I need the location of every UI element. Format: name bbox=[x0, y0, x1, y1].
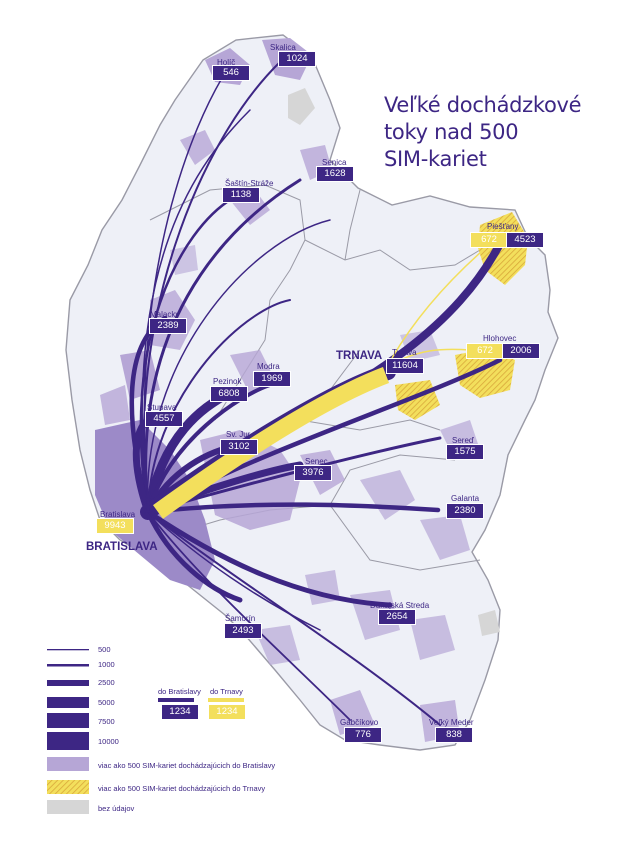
legend-width-5000: 5000 bbox=[98, 698, 115, 707]
legend-patch-trnava: viac ako 500 SIM-kariet dochádzajúcich d… bbox=[98, 784, 266, 793]
place-name-malacky: Malacky bbox=[150, 310, 180, 319]
value-malacky: 2389 bbox=[149, 318, 187, 334]
place-name-senica: Senica bbox=[322, 158, 347, 167]
no-data-areas bbox=[288, 88, 500, 636]
value-senica: 1628 bbox=[316, 166, 354, 182]
place-name-svjur: Sv. Jur bbox=[226, 430, 251, 439]
legend-width-1000: 1000 bbox=[98, 660, 115, 669]
legend-to-bratislava: do Bratislavy bbox=[158, 687, 201, 696]
place-name-sered: Sereď bbox=[452, 436, 474, 445]
legend-patch-bratislava: viac ako 500 SIM-kariet dochádzajúcich d… bbox=[98, 761, 276, 770]
place-name-gabcikovo: Gabčíkovo bbox=[340, 718, 379, 727]
legend-width-7500: 7500 bbox=[98, 717, 115, 726]
value-sered: 1575 bbox=[446, 444, 484, 460]
title-line-2: toky nad 500 bbox=[384, 120, 519, 144]
legend-patches bbox=[47, 757, 89, 814]
place-name-pezinok: Pezinok bbox=[213, 377, 242, 386]
value-piestany-trnava: 672 bbox=[470, 232, 508, 248]
value-dunajska: 2654 bbox=[378, 609, 416, 625]
place-name-senec: Senec bbox=[305, 457, 328, 466]
value-holic: 546 bbox=[212, 65, 250, 81]
value-gabcikovo: 776 bbox=[344, 727, 382, 743]
place-name-samorin: Šamorín bbox=[225, 614, 256, 623]
value-piestany: 4523 bbox=[506, 232, 544, 248]
place-name-dunajska: Dunajská Streda bbox=[370, 601, 430, 610]
value-samorin: 2493 bbox=[224, 623, 262, 639]
place-name-piestany: Piešťany bbox=[487, 222, 519, 231]
legend-widths bbox=[47, 649, 89, 750]
city-label-trnava: TRNAVA bbox=[336, 350, 383, 362]
legend-sample-bratislava: 1234 bbox=[161, 704, 199, 720]
city-label-bratislava: BRATISLAVA bbox=[86, 541, 158, 553]
place-name-velky: Veľký Meder bbox=[429, 718, 474, 727]
place-name-trnava: Trnava bbox=[392, 348, 417, 357]
legend-width-2500: 2500 bbox=[98, 678, 115, 687]
value-sastin: 1138 bbox=[222, 187, 260, 203]
legend-width-500: 500 bbox=[98, 645, 111, 654]
title-line-3: SIM-kariet bbox=[384, 147, 487, 171]
value-hlohovec-trnava: 672 bbox=[466, 343, 504, 359]
legend-color-keys bbox=[158, 698, 244, 702]
legend-to-trnava: do Trnavy bbox=[210, 687, 243, 696]
value-pezinok: 6808 bbox=[210, 386, 248, 402]
place-name-sastin: Šaštín-Stráže bbox=[225, 179, 274, 188]
place-name-galanta: Galanta bbox=[451, 494, 480, 503]
value-hlohovec: 2006 bbox=[502, 343, 540, 359]
title-line-1: Veľké dochádzkové bbox=[384, 93, 582, 117]
place-name-bratislava: Bratislava bbox=[100, 510, 136, 519]
place-name-modra: Modra bbox=[257, 362, 280, 371]
place-name-holic: Holíč bbox=[217, 58, 236, 67]
value-stupava: 4557 bbox=[145, 411, 183, 427]
value-velky: 838 bbox=[435, 727, 473, 743]
value-bratislava-trnava: 9943 bbox=[96, 518, 134, 534]
legend-patch-nodata: bez údajov bbox=[98, 804, 135, 813]
value-svjur: 3102 bbox=[220, 439, 258, 455]
value-trnava: 11604 bbox=[386, 358, 424, 374]
legend-sample-trnava: 1234 bbox=[208, 704, 246, 720]
value-galanta: 2380 bbox=[446, 503, 484, 519]
place-name-stupava: Stupava bbox=[147, 403, 177, 412]
place-name-hlohovec: Hlohovec bbox=[483, 334, 517, 343]
place-name-skalica: Skalica bbox=[270, 43, 296, 52]
value-modra: 1969 bbox=[253, 371, 291, 387]
value-skalica: 1024 bbox=[278, 51, 316, 67]
value-senec: 3976 bbox=[294, 465, 332, 481]
legend-width-10000: 10000 bbox=[98, 737, 119, 746]
map-title: Veľké dochádzkové toky nad 500 SIM-karie… bbox=[384, 92, 614, 173]
